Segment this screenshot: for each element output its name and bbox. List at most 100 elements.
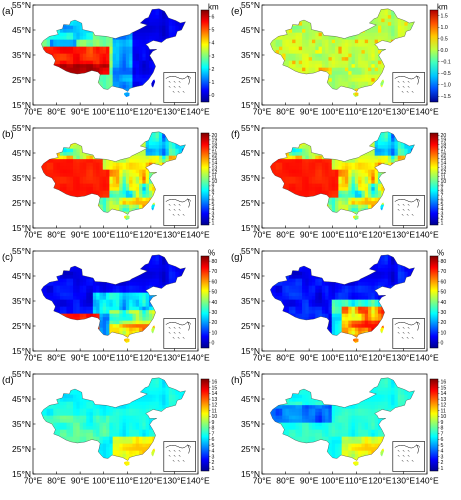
colorbar-tick-label: 12 [441, 170, 447, 176]
colorbar-tick-label: 70 [441, 269, 447, 275]
lat-tick-label: 35°N [12, 173, 31, 183]
colorbar-tick-label: 19 [441, 138, 447, 144]
colorbar-tick-label: 6 [212, 437, 215, 443]
colorbar [429, 255, 439, 349]
map-panel-d: 55°N45°N35°N25°N15°N70°E 80°E 90°E 100°E 110… [2, 369, 217, 486]
lon-tick-label: 80°E [47, 230, 66, 240]
colorbar-tick-label: 20 [441, 133, 447, 139]
lat-tick-label: 55°N [241, 123, 260, 133]
lat-tick-label: 35°N [12, 296, 31, 306]
colorbar-tick-label: 4 [212, 449, 215, 455]
lon-tick-label: 110°E [345, 476, 368, 486]
lat-tick-label: 25°N [12, 198, 31, 208]
lon-tick-label: 100°E [321, 107, 345, 117]
colorbar-tick-label: 6 [212, 198, 215, 204]
lon-tick-label: 110°E [345, 230, 368, 240]
inset-map-lines [165, 321, 192, 339]
lat-tick-label: 55°N [12, 246, 31, 256]
lat-tick-label: 35°N [241, 50, 260, 60]
colorbar-tick-label: 20 [212, 133, 218, 139]
lon-tick-label: 110°E [116, 353, 139, 363]
lon-tick-label: 140°E [415, 107, 439, 117]
panel-label: (e) [231, 6, 243, 17]
colorbar-tick-label: 0 [441, 341, 444, 347]
lon-tick-label: 130°E [392, 353, 416, 363]
lon-tick-label: 120°E [368, 107, 392, 117]
colorbar-tick-label: 7 [441, 431, 444, 437]
inset-map-lines [165, 444, 192, 462]
lon-tick-label: 140°E [186, 107, 210, 117]
lat-tick-label: 55°N [241, 246, 260, 256]
colorbar-tick-label: −1.0 [441, 83, 451, 89]
lat-tick-label: 15°N [241, 469, 260, 479]
colorbar-tick-label: 2 [212, 67, 215, 73]
lat-tick-label: 45°N [12, 271, 31, 281]
colorbar-tick-label: 10 [212, 179, 218, 185]
lat-tick-label: 15°N [241, 100, 260, 110]
lon-tick-label: 80°E [276, 353, 295, 363]
colorbar-tick-label: 18 [441, 142, 447, 148]
colorbar [429, 378, 439, 472]
colorbar-tick-label: 15 [441, 156, 447, 162]
colorbar-tick-label: 3 [212, 454, 215, 460]
colorbar-tick-label: 4 [212, 207, 215, 213]
lat-tick-label: 15°N [241, 223, 260, 233]
lon-tick-label: 90°E [300, 476, 319, 486]
colorbar-tick-label: 3 [441, 454, 444, 460]
lon-tick-label: 130°E [392, 230, 416, 240]
colorbar-tick-label: 30 [441, 310, 447, 316]
colorbar-tick-label: 6 [441, 198, 444, 204]
colorbar-tick-label: 17 [212, 147, 218, 153]
lon-tick-label: 90°E [71, 230, 90, 240]
lon-tick-label: 140°E [415, 476, 439, 486]
lon-tick-label: 90°E [300, 230, 319, 240]
colorbar-tick-label: 80 [441, 259, 447, 265]
colorbar-tick-label: 16 [441, 380, 447, 386]
colorbar-tick-label: 16 [212, 152, 218, 158]
lat-tick-label: 45°N [241, 394, 260, 404]
colorbar-tick-label: 9 [441, 420, 444, 426]
colorbar-tick-label: 8 [441, 426, 444, 432]
colorbar-tick-label: 14 [212, 391, 218, 397]
map-panel-f: 55°N45°N35°N25°N15°N70°E 80°E 90°E 100°E 110… [231, 123, 446, 240]
colorbar-tick-label: 14 [212, 161, 218, 167]
lon-tick-label: 100°E [321, 476, 345, 486]
colorbar-tick-label: 7 [441, 193, 444, 199]
panel-label: (f) [231, 129, 240, 140]
colorbar-tick-label: 14 [441, 161, 447, 167]
lon-tick-label: 100°E [92, 353, 116, 363]
inset-map-lines [394, 198, 421, 216]
lat-tick-label: 25°N [12, 444, 31, 454]
colorbar [429, 132, 439, 226]
colorbar-tick-label: 13 [441, 397, 447, 403]
lat-tick-label: 15°N [12, 346, 31, 356]
lon-tick-label: 120°E [368, 353, 392, 363]
colorbar-tick-label: 2 [212, 460, 215, 466]
map-panel-b: 55°N45°N35°N25°N15°N70°E 80°E 90°E 100°E 110… [2, 123, 217, 240]
colorbar-tick-label: 1 [212, 466, 215, 472]
colorbar-tick-label: 19 [212, 138, 218, 144]
lon-tick-label: 80°E [276, 107, 295, 117]
colorbar-tick-label: 7 [212, 193, 215, 199]
lon-tick-label: 70°E [24, 476, 43, 486]
colorbar-tick-label: 15 [212, 156, 218, 162]
colorbar-tick-label: 15 [441, 385, 447, 391]
colorbar-tick-label: 60 [212, 279, 218, 285]
colorbar-tick-label: 5 [212, 28, 215, 34]
lon-tick-label: 140°E [186, 476, 210, 486]
colorbar-tick-label: 8 [441, 188, 444, 194]
lon-tick-label: 90°E [71, 476, 90, 486]
lon-tick-label: 110°E [116, 476, 139, 486]
colorbar-tick-label: 0.0 [441, 48, 448, 54]
lon-tick-label: 100°E [92, 476, 116, 486]
inset-map-lines [165, 198, 192, 216]
colorbar-tick-label: 13 [212, 397, 218, 403]
map-panel-g: 55°N 45°N 35°N 25°N 15°N70°E 80°E 90°E 100°E 110… [231, 246, 446, 363]
lon-tick-label: 90°E [300, 107, 319, 117]
colorbar-tick-label: 40 [212, 300, 218, 306]
colorbar-tick-label: 2 [441, 216, 444, 222]
colorbar-tick-label: 12 [212, 403, 218, 409]
lat-tick-label: 55°N [12, 0, 31, 10]
lon-tick-label: 80°E [47, 107, 66, 117]
colorbar-tick-label: 30 [212, 310, 218, 316]
